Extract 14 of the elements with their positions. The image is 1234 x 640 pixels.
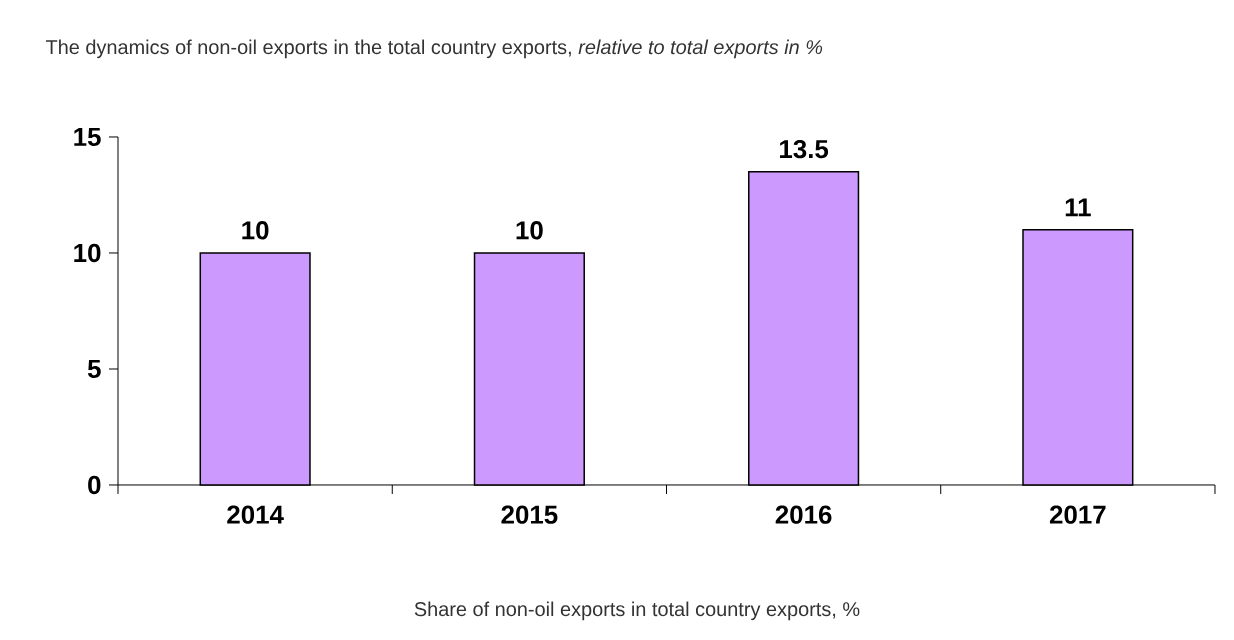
data-label: 10	[242, 221, 269, 240]
y-tick-label: 0	[88, 475, 101, 495]
y-tick-label: 10	[74, 243, 101, 263]
data-label: 11	[1065, 198, 1091, 217]
x-tick-label: 2017	[1049, 505, 1106, 524]
x-tick-label: 2014	[227, 505, 284, 524]
data-label: 10	[516, 221, 543, 240]
x-axis-title: Share of non-oil exports in total country exports, %	[414, 601, 860, 621]
chart-title: The dynamics of non-oil exports in the total country exports, relative to total exports in %	[45, 39, 823, 59]
x-tick-label: 2016	[775, 505, 832, 524]
y-tick-label: 15	[74, 127, 101, 147]
x-tick-label: 2015	[501, 505, 558, 524]
y-tick-label: 5	[87, 359, 101, 379]
data-label: 13.5	[780, 139, 829, 159]
